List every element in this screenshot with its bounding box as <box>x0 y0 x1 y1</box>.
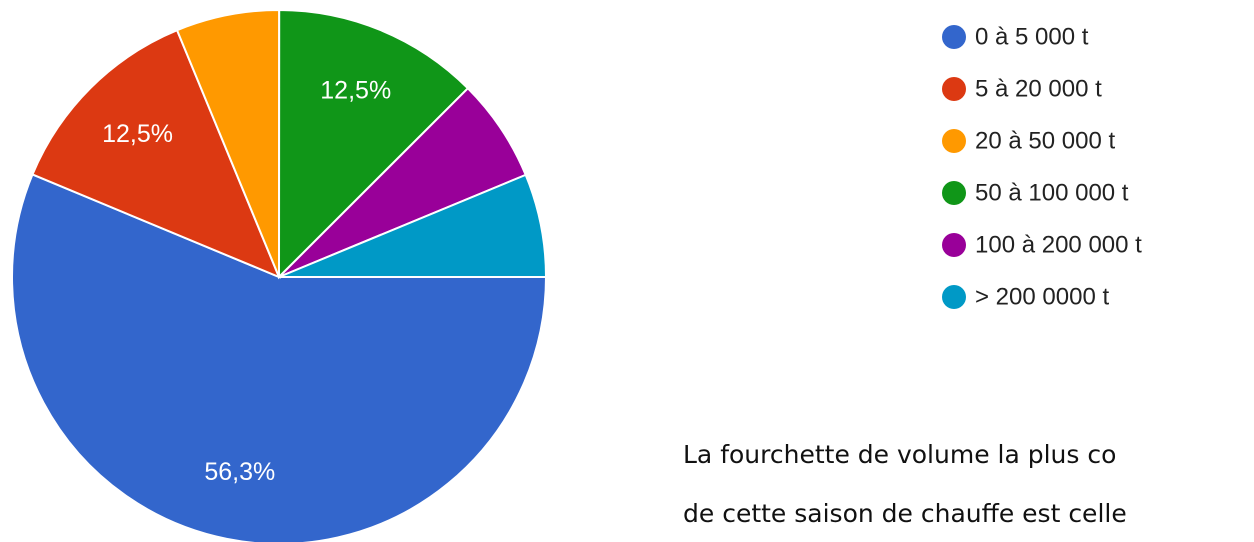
slice-label: 12,5% <box>320 77 391 105</box>
slice <box>278 173 548 278</box>
slice <box>11 173 548 542</box>
legend-label: 5 à 20 000 t <box>975 75 1102 102</box>
legend-label: 0 à 5 000 t <box>975 23 1089 50</box>
legend-label: > 200 0000 t <box>975 283 1109 310</box>
legend-swatch <box>942 285 966 309</box>
legend-swatch <box>942 77 966 101</box>
legend-swatch <box>942 25 966 49</box>
legend-label: 50 à 100 000 t <box>975 179 1129 206</box>
legend-label: 20 à 50 000 t <box>975 127 1115 154</box>
note-line: de cette saison de chauffe est celle <box>683 499 1127 528</box>
legend-label: 100 à 200 000 t <box>975 231 1142 258</box>
slice <box>31 28 281 279</box>
slice-label: 56,3% <box>204 458 275 486</box>
legend: 0 à 5 000 t 5 à 20 000 t 20 à 50 000 t 50 à… <box>942 23 1142 310</box>
pie: 56,3% 12,5% 12,5% <box>11 8 548 542</box>
slice <box>277 8 470 280</box>
legend-swatch <box>942 181 966 205</box>
legend-swatch <box>942 233 966 257</box>
note-line: La fourchette de volume la plus co <box>683 440 1116 469</box>
slice-label: 12,5% <box>102 120 173 148</box>
legend-swatch <box>942 129 966 153</box>
